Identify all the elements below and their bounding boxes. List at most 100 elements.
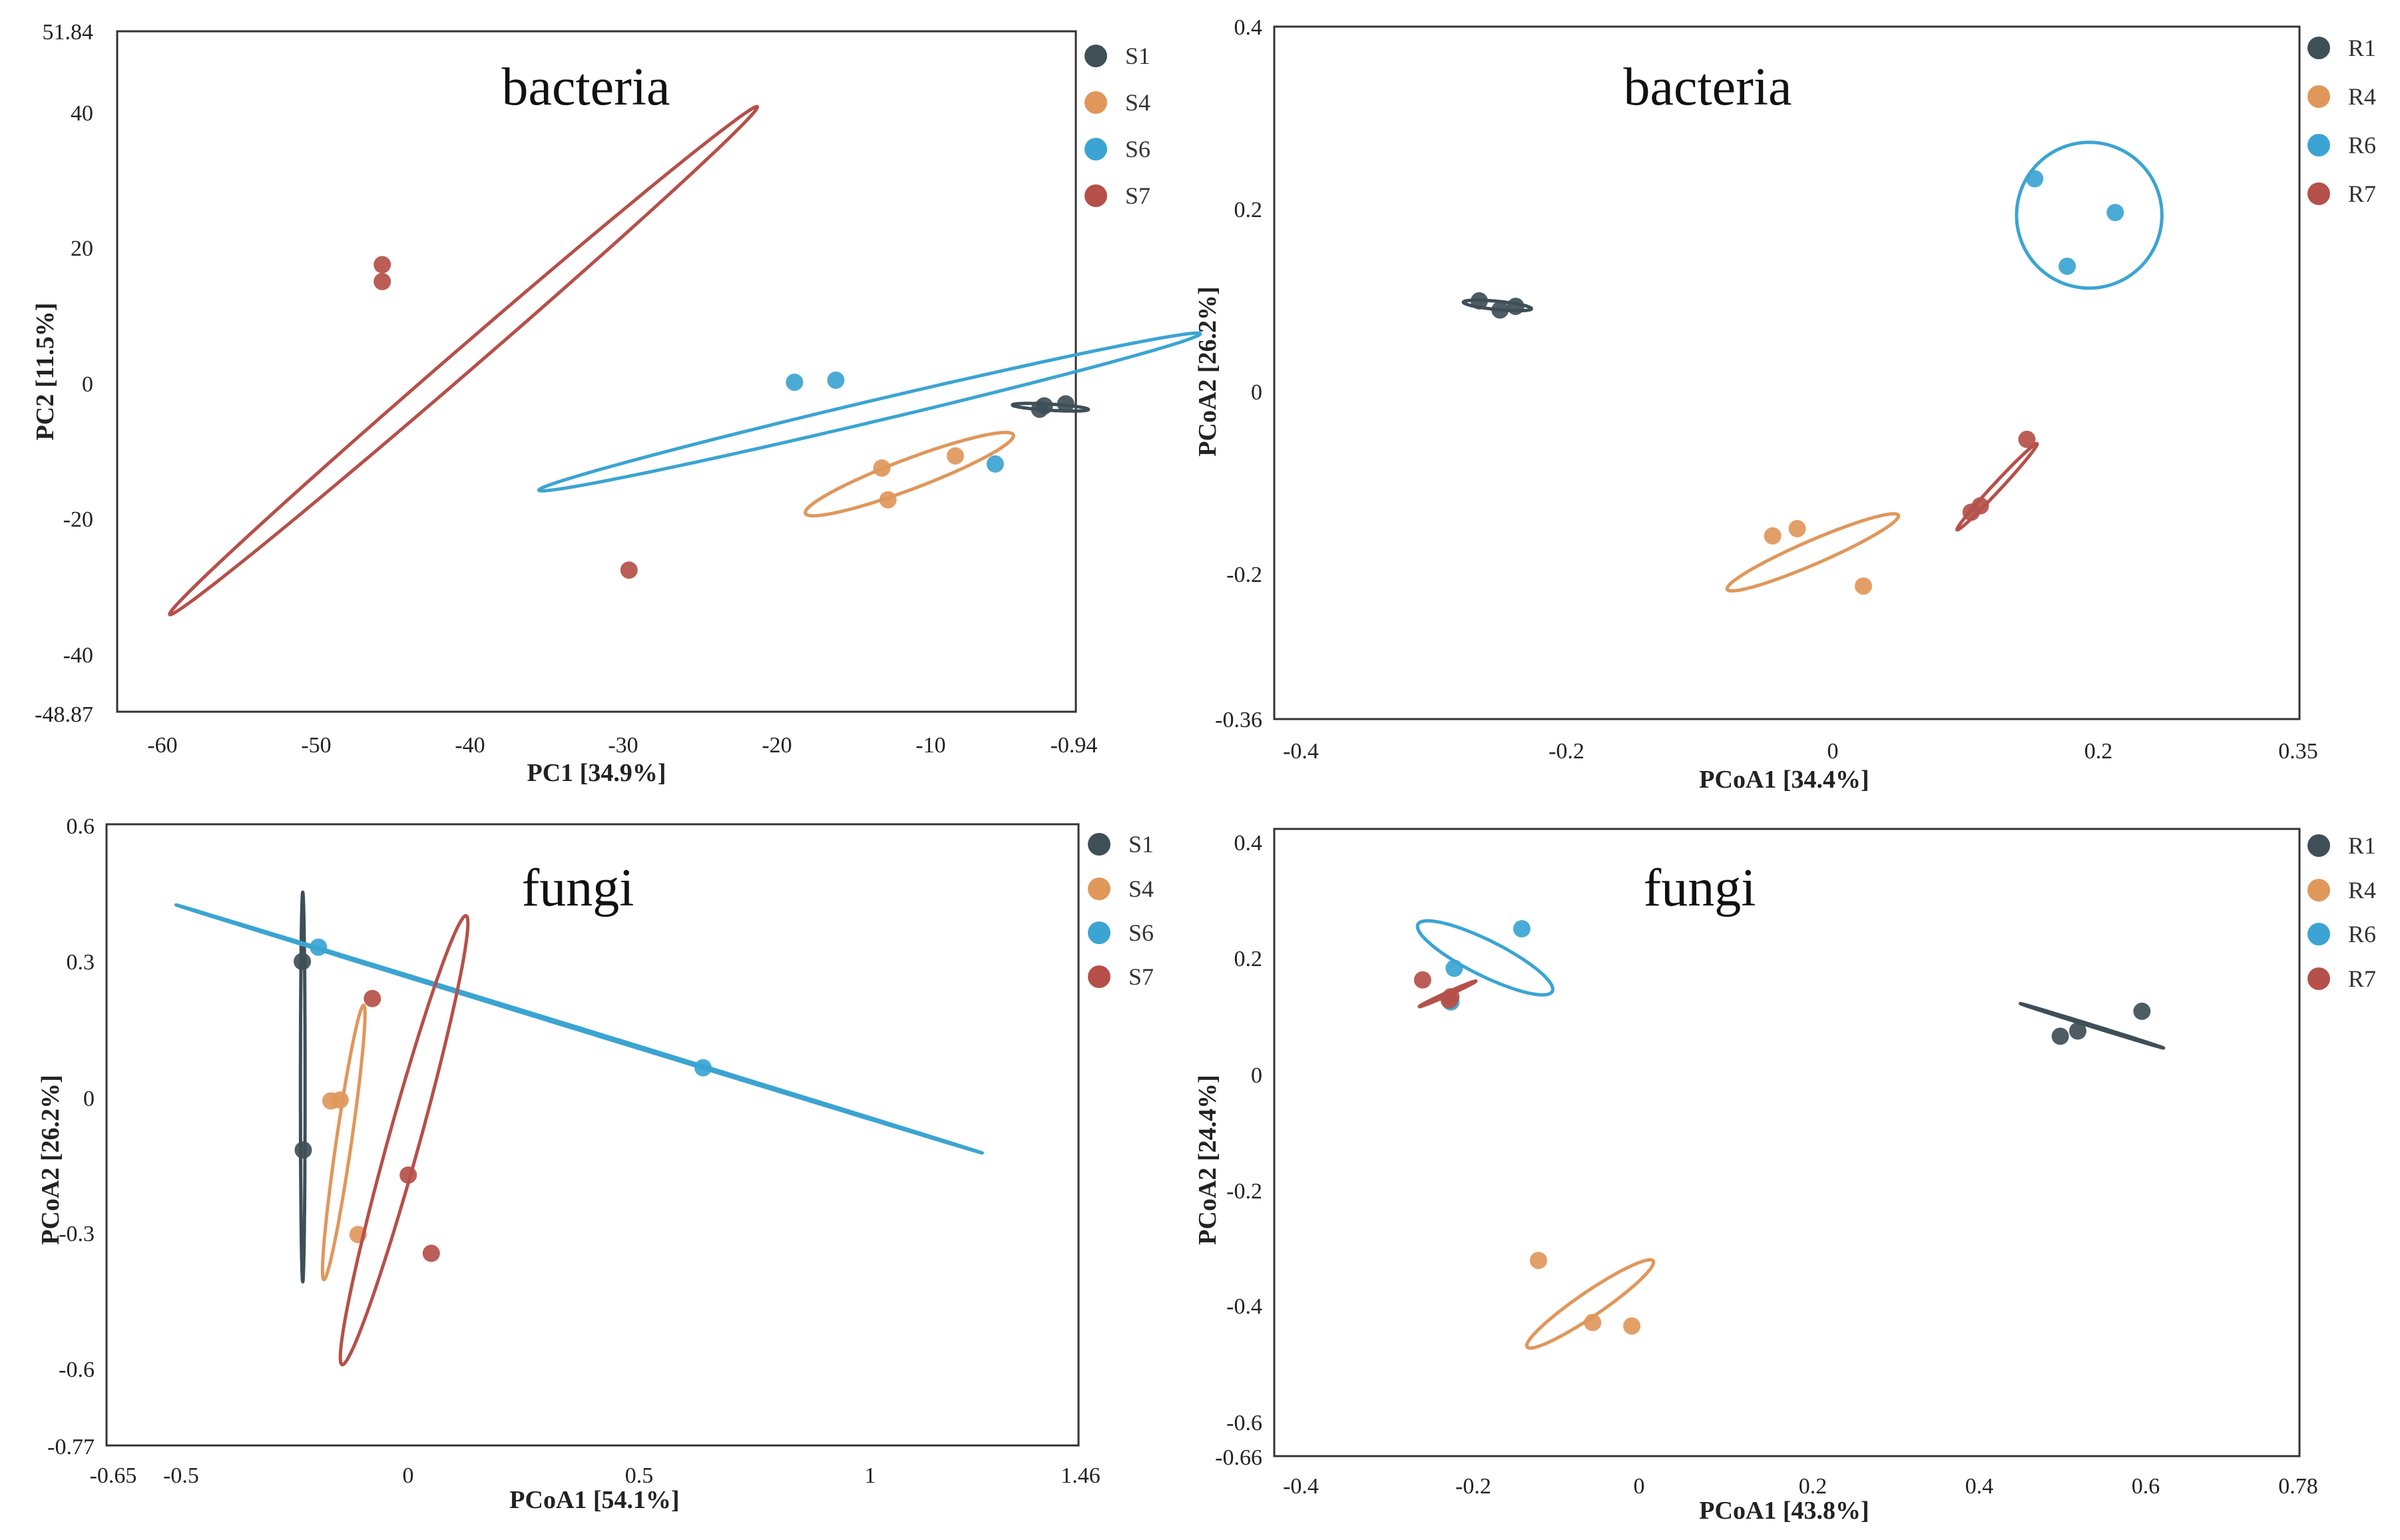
legend-marker bbox=[1084, 184, 1107, 207]
x-tick-label: 0.2 bbox=[2084, 739, 2113, 764]
legend-marker bbox=[1084, 45, 1107, 67]
y-ticks-c: 0.6 0.3 0 -0.3 -0.6 -0.77 bbox=[47, 814, 95, 1459]
data-point-r4 bbox=[1855, 577, 1872, 595]
legend-marker bbox=[1088, 921, 1110, 944]
y-tick-label: -40 bbox=[63, 643, 93, 668]
data-point-r4 bbox=[1623, 1317, 1641, 1335]
x-tick-label: 0 bbox=[1634, 1474, 1645, 1499]
confidence-ellipse-r1 bbox=[2019, 1001, 2166, 1050]
legend-label: R6 bbox=[2348, 132, 2376, 158]
data-point-r1 bbox=[2133, 1002, 2151, 1020]
data-point-r4 bbox=[1529, 1252, 1547, 1270]
data-point-r7 bbox=[1962, 503, 1980, 521]
x-tick-label: -30 bbox=[608, 733, 638, 758]
x-tick-label: 1 bbox=[865, 1463, 876, 1488]
y-tick-label: 0 bbox=[82, 372, 93, 397]
panel-c-title: fungi bbox=[522, 859, 634, 917]
x-tick-label: -0.94 bbox=[1051, 733, 1098, 758]
confidence-ellipse-r7 bbox=[1955, 441, 2039, 532]
legend-d: R1 R4 R6 R7 bbox=[2307, 832, 2376, 992]
x-tick-label: 0.2 bbox=[1799, 1474, 1827, 1499]
panel-c: fungi -0.65 -0.5 0 0.5 1 1.46 0.6 0.3 0 … bbox=[37, 814, 1154, 1514]
data-point-s7 bbox=[373, 272, 391, 290]
legend-label: R7 bbox=[2348, 180, 2376, 207]
legend-marker bbox=[1084, 138, 1107, 160]
legend-label: S7 bbox=[1125, 182, 1150, 209]
legend-marker bbox=[2307, 85, 2330, 108]
x-tick-label: -0.2 bbox=[1455, 1474, 1491, 1499]
data-point-s7 bbox=[399, 1166, 417, 1184]
x-ticks-b: -0.4 -0.2 0 0.2 0.35 bbox=[1283, 739, 2318, 764]
data-point-s7 bbox=[620, 561, 638, 579]
panel-d: fungi -0.4 -0.2 0 0.2 0.4 0.6 0.78 0.4 0… bbox=[1194, 828, 2376, 1525]
x-ticks-a: -60 -50 -40 -30 -20 -10 -0.94 bbox=[147, 733, 1097, 758]
legend-label: S7 bbox=[1128, 963, 1154, 990]
confidence-ellipse-r7 bbox=[1417, 979, 1478, 1009]
confidence-ellipse-s1 bbox=[298, 890, 307, 1284]
x-tick-label: -0.65 bbox=[90, 1463, 137, 1488]
data-point-s1 bbox=[294, 1141, 312, 1159]
data-point-s6 bbox=[827, 372, 845, 389]
legend-marker bbox=[2307, 879, 2330, 901]
data-point-s1 bbox=[294, 953, 312, 971]
y-tick-label: -0.2 bbox=[1226, 1179, 1262, 1204]
y-tick-label: -0.4 bbox=[1226, 1294, 1262, 1319]
x-tick-label: -10 bbox=[915, 733, 945, 758]
x-tick-label: 0.5 bbox=[625, 1463, 654, 1488]
confidence-ellipse-r6 bbox=[1415, 919, 1555, 997]
y-axis-title-d: PCoA2 [24.4%] bbox=[1194, 1075, 1222, 1244]
data-point-r4 bbox=[1788, 520, 1806, 537]
y-tick-label: -0.77 bbox=[47, 1435, 95, 1459]
x-tick-label: -0.2 bbox=[1549, 739, 1584, 764]
legend-label: R1 bbox=[2348, 35, 2376, 61]
x-tick-label: -0.4 bbox=[1283, 1474, 1319, 1499]
confidence-ellipse-s4 bbox=[804, 431, 1015, 518]
y-tick-label: -0.6 bbox=[59, 1358, 95, 1382]
x-tick-label: -0.4 bbox=[1283, 739, 1319, 764]
y-tick-label: 0.2 bbox=[1234, 198, 1263, 222]
data-point-s7 bbox=[373, 256, 391, 274]
y-tick-label: 0.6 bbox=[67, 814, 95, 839]
legend-marker bbox=[2307, 182, 2330, 205]
plot-frame-c bbox=[105, 823, 1080, 1447]
legend-marker bbox=[2307, 967, 2330, 990]
data-point-r4 bbox=[1584, 1314, 1602, 1332]
data-point-s6 bbox=[786, 374, 804, 391]
y-tick-label: -0.3 bbox=[59, 1222, 95, 1246]
confidence-ellipse-s4 bbox=[320, 1003, 367, 1282]
legend-marker bbox=[2307, 834, 2330, 857]
data-point-s6 bbox=[694, 1059, 712, 1077]
confidence-ellipse-s7 bbox=[168, 105, 760, 617]
y-tick-label: 20 bbox=[71, 236, 93, 261]
data-point-s6 bbox=[310, 938, 328, 956]
y-tick-label: 40 bbox=[71, 101, 93, 126]
confidence-ellipse-s6 bbox=[537, 331, 1202, 493]
plot-frame-b bbox=[1273, 25, 2301, 720]
panel-a: bacteria -60 -50 -40 -30 -20 -10 -0.94 5… bbox=[31, 20, 1202, 787]
x-tick-label: -50 bbox=[301, 733, 331, 758]
confidence-ellipse-r4 bbox=[1725, 512, 1901, 593]
y-tick-label: -0.36 bbox=[1215, 708, 1262, 732]
x-tick-label: 0.35 bbox=[2278, 739, 2318, 764]
data-point-s1 bbox=[1031, 400, 1049, 418]
x-tick-label: -40 bbox=[455, 733, 485, 758]
data-point-s4 bbox=[873, 459, 891, 477]
data-point-r6 bbox=[2058, 257, 2076, 275]
x-axis-title-c: PCoA1 [54.1%] bbox=[509, 1486, 679, 1514]
y-tick-label: -0.66 bbox=[1215, 1445, 1262, 1470]
data-point-r6 bbox=[1445, 959, 1463, 977]
y-tick-label: 51.84 bbox=[43, 20, 94, 45]
legend-b: R1 R4 R6 R7 bbox=[2307, 35, 2376, 207]
y-tick-label: -48.87 bbox=[35, 702, 93, 727]
confidence-ellipse-r4 bbox=[1525, 1258, 1656, 1350]
data-point-r1 bbox=[1491, 301, 1509, 319]
plot-marks-a bbox=[168, 105, 1202, 617]
data-point-r1 bbox=[2069, 1022, 2086, 1040]
data-point-r4 bbox=[1764, 527, 1782, 545]
legend-marker bbox=[2307, 37, 2330, 59]
data-point-r6 bbox=[2106, 204, 2124, 222]
y-axis-title-b: PCoA2 [26.2%] bbox=[1194, 286, 1222, 456]
legend-marker bbox=[1088, 965, 1110, 988]
data-point-s7 bbox=[363, 989, 381, 1007]
